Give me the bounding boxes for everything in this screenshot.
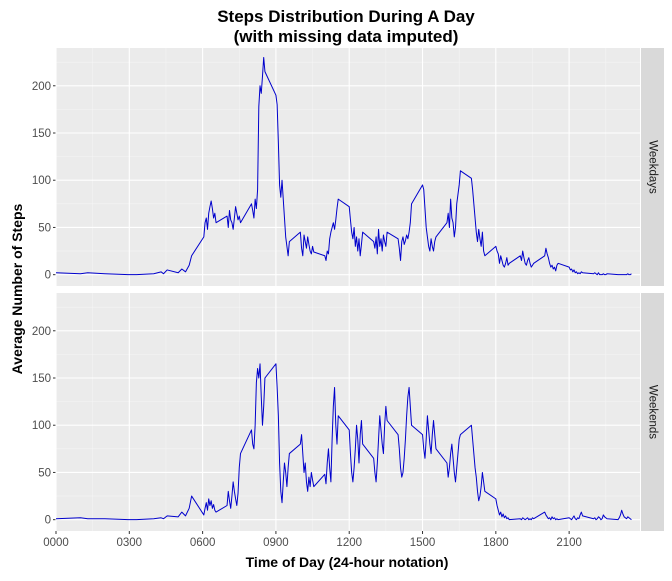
y-tick-label: 50 — [38, 467, 51, 479]
y-tick-label: 150 — [32, 128, 51, 140]
x-tick-label: 1800 — [483, 537, 509, 549]
y-tick-label: 100 — [32, 175, 51, 187]
facet-strip-label: Weekends — [647, 385, 659, 439]
x-tick-label: 0300 — [117, 537, 143, 549]
panel-weekends: 0 50 100 150 200 Weekends — [32, 293, 664, 531]
x-tick-label: 1500 — [410, 537, 436, 549]
y-tick-label: 200 — [32, 326, 51, 338]
facet-strip-label: Weekdays — [647, 140, 659, 194]
x-tick-label: 1200 — [336, 537, 362, 549]
y-tick-label: 0 — [45, 270, 51, 282]
x-tick-label: 2100 — [556, 537, 582, 549]
facet-strip — [641, 293, 664, 531]
chart-title: Steps Distribution During A Day — [217, 7, 475, 26]
x-axis: 0000 0300 0600 0900 1200 1500 1800 2100 — [43, 531, 582, 549]
y-tick-label: 100 — [32, 420, 51, 432]
chart-subtitle: (with missing data imputed) — [234, 27, 459, 46]
y-tick-label: 200 — [32, 81, 51, 93]
panel-weekdays: 0 50 100 150 200 Weekdays — [32, 48, 664, 286]
y-tick-label: 50 — [38, 222, 51, 234]
panel-background — [56, 293, 640, 531]
x-tick-label: 0900 — [263, 537, 289, 549]
y-axis-title: Average Number of Steps — [9, 203, 25, 374]
series-line-weekends — [55, 363, 632, 521]
x-tick-label: 0000 — [43, 537, 69, 549]
series-line-weekdays — [55, 56, 632, 276]
panels-layer: 0 50 100 150 200 Weekdays 0 50 100 150 200 Weekends — [32, 48, 664, 531]
panel-background — [56, 48, 640, 286]
x-tick-label: 0600 — [190, 537, 216, 549]
y-tick-label: 0 — [45, 515, 51, 527]
x-axis-title: Time of Day (24-hour notation) — [246, 554, 449, 570]
facet-strip — [641, 48, 664, 286]
y-tick-label: 150 — [32, 373, 51, 385]
